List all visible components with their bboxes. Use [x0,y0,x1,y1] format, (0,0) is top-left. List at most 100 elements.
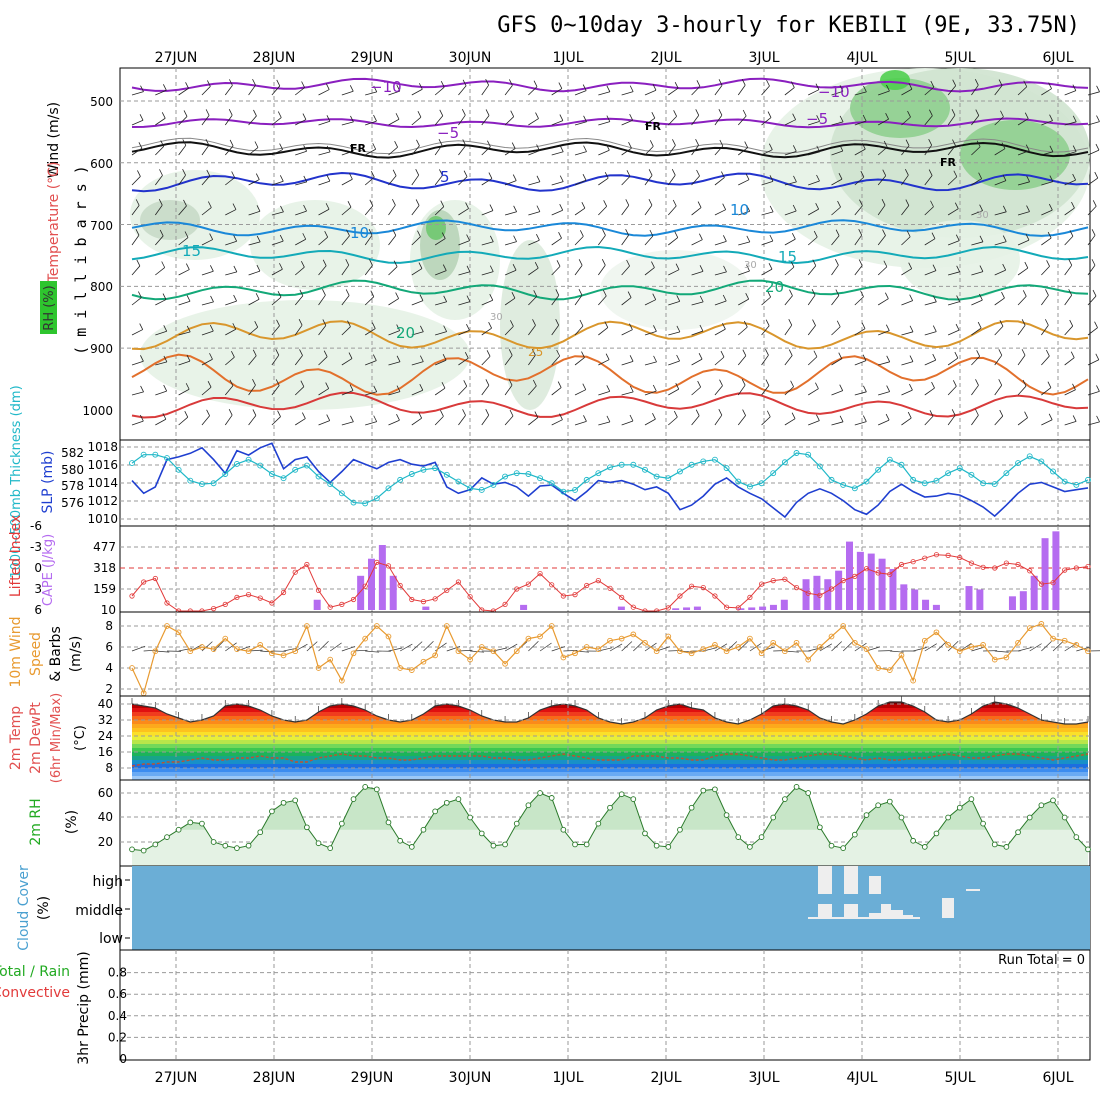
upper-wind-barb-flag [930,200,934,207]
rh-shade-blob [250,200,380,290]
cloud-bar [903,915,913,918]
upper-wind-barb [877,298,889,306]
upper-wind-barb-flag [583,415,587,422]
upper-wind-barb-flag [581,201,586,209]
rh-shade-blob [140,200,200,240]
wind-speed-line [131,623,1089,695]
thickness-point [129,460,135,467]
cloud-bar [881,904,891,918]
upper-wind-barb [365,91,377,96]
upper-wind-barb-flag [441,232,446,239]
upper-wind-barb-flag [440,200,445,207]
surface-wind-barb [539,642,552,652]
cloud-bar [869,876,881,894]
surface-wind-barb [854,642,867,652]
upper-wind-barb-flag [303,204,307,212]
upper-wind-barb [458,240,470,246]
upper-wind-barb-flag [533,290,538,297]
upper-wind-barb-flag [209,353,213,360]
wind-speed-point [420,658,427,665]
contour-15c [131,245,1089,265]
upper-wind-barb [831,90,844,96]
wind-speed-point [1003,654,1010,661]
li-tick: -3 [30,540,42,554]
upper-wind-barb-flag [606,415,611,423]
lifted-index-point [444,587,450,594]
thickness-point [187,477,194,484]
rh-point [408,844,415,850]
surface-wind-barb [714,643,728,652]
upper-wind-barb [434,175,443,186]
upper-wind-barb-flag [649,229,654,237]
upper-wind-barb [737,384,746,396]
upper-wind-barb [901,174,909,186]
contour-label-minus10: −10 [370,78,402,96]
upper-wind-barb-flag [322,289,326,296]
upper-wind-barb-flag [836,320,841,327]
upper-wind-barb [947,271,960,276]
upper-wind-barb-flag [253,109,257,117]
upper-wind-barb [1017,325,1026,336]
upper-wind-barb [411,116,422,126]
upper-wind-barb-flag [1024,411,1028,418]
lifted-index-point [1050,580,1056,586]
thickness-point [653,473,660,480]
wind-speed-point [770,639,777,646]
lifted-index-point [432,596,438,602]
wind-speed-point [968,644,975,650]
wind-speed-point [513,648,520,655]
lifted-index-point [887,571,893,577]
upper-wind-barb [1087,121,1100,126]
upper-wind-barb-flag [163,384,168,392]
lifted-index-point [852,573,858,580]
upper-wind-barb-flag [1072,415,1077,422]
rh-point [513,820,520,827]
cape-bar [932,604,940,610]
upper-wind-barb-flag [652,412,656,420]
upper-wind-barb-flag [861,322,866,329]
upper-wind-barb-flag [675,382,680,390]
rh-point [455,796,462,802]
upper-wind-barb-flag [652,384,657,392]
upper-wind-barb [1064,90,1077,96]
thickness-point [397,476,404,483]
cape-bar [769,604,777,610]
upper-wind-barb-flag [768,143,773,150]
upper-wind-barb [155,117,166,126]
upper-wind-barb-flag [326,174,331,182]
upper-wind-barb-flag [206,80,211,87]
upper-wind-barb-flag [276,319,280,326]
upper-wind-barb [1041,209,1053,216]
upper-wind-barb-flag [256,205,261,212]
upper-wind-barb-flag [908,82,913,90]
upper-wind-barb [1087,91,1100,96]
upper-wind-barb-flag [347,320,351,327]
contour-label-30: 30 [744,260,757,271]
lifted-index-point [572,591,578,598]
upper-wind-barb-flag [860,170,865,178]
upper-wind-barb [1017,181,1030,186]
upper-wind-barb-flag [279,143,283,150]
cape-bar [313,599,321,610]
upper-wind-barb [714,85,723,96]
rh-point [572,841,578,848]
lifted-index-point [840,577,846,584]
wind-speed-point [560,654,567,661]
upper-wind-barb-flag [512,174,517,181]
upper-wind-barb [131,119,144,126]
surface-wind-barb [201,641,213,652]
upper-wind-barb [598,121,610,126]
upper-wind-barb [551,266,561,276]
upper-wind-barb [761,296,771,306]
upper-wind-barb [924,331,937,336]
upper-wind-barb [131,234,140,246]
upper-wind-barb-flag [1068,259,1073,266]
upper-wind-barb [971,415,979,426]
upper-wind-barb-flag [322,259,327,266]
upper-wind-barb [178,174,186,186]
upper-wind-barb [877,146,888,156]
upper-wind-barb-flag [977,321,982,329]
upper-wind-barb-flag [652,84,657,91]
li-tick: 0 [34,561,42,575]
